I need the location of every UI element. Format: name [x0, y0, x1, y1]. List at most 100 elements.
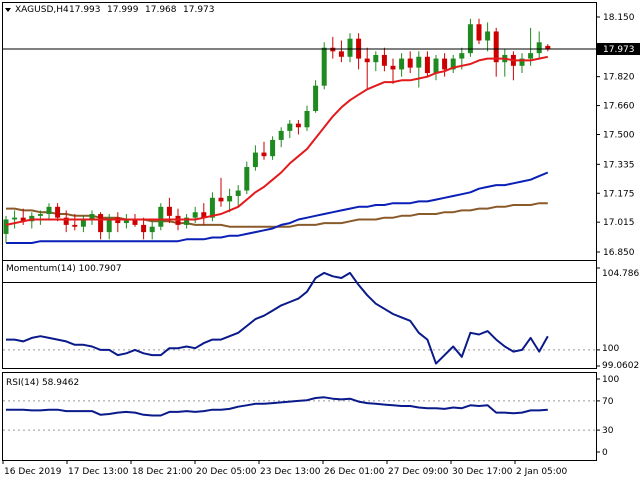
candle [80, 215, 86, 233]
candle [364, 47, 370, 90]
y-tick-label: 17.660 [603, 102, 635, 112]
candle-body [166, 206, 172, 216]
candle [433, 54, 439, 81]
candle-body [3, 219, 9, 234]
candle [536, 31, 542, 59]
candle-body [227, 195, 233, 202]
candle-body [476, 24, 482, 41]
candle [123, 214, 129, 229]
candle [390, 58, 396, 84]
candle [12, 210, 18, 229]
candle [106, 214, 112, 240]
candle-body [141, 224, 147, 233]
momentum-line [6, 271, 549, 365]
x-tick-label: 27 Dec 09:00 [388, 467, 449, 477]
candle [270, 136, 276, 160]
candle-body [493, 31, 499, 63]
candle-body [287, 123, 293, 131]
candle-body [545, 45, 551, 50]
x-tick-label: 2 Jan 05:00 [516, 467, 568, 477]
collapse-arrow-icon[interactable] [5, 8, 11, 12]
candle [37, 210, 43, 225]
momentum-panel: Momentum(14) 100.7907 104.7865 100 99.0602 [2, 260, 640, 371]
candle-body [330, 47, 336, 52]
low-value: 17.968 [145, 5, 177, 15]
candle-body [295, 123, 301, 128]
candle [399, 53, 405, 77]
candle-body [192, 212, 198, 218]
symbol-label: XAGUSD,H4 [15, 5, 69, 15]
candle [192, 206, 198, 224]
candle-body [184, 217, 190, 225]
y-tick-label: 17.335 [603, 160, 635, 170]
candle-body [270, 139, 276, 157]
high-value: 17.999 [107, 5, 139, 15]
candle [450, 54, 456, 74]
candle [235, 185, 241, 207]
candle [261, 141, 267, 160]
candle-body [98, 214, 104, 233]
candle [295, 120, 301, 135]
x-tick-label: 26 Dec 01:00 [324, 467, 385, 477]
candle [46, 203, 52, 220]
momentum-y-tick-label: 100 [602, 344, 619, 354]
candle-body [20, 217, 26, 222]
candle [252, 145, 258, 171]
y-tick-label: 17.015 [603, 218, 635, 228]
candle [510, 51, 516, 81]
candle [3, 215, 9, 243]
current-price-box [597, 42, 640, 55]
candle-body [347, 38, 353, 57]
candle-body [364, 58, 370, 63]
candle [493, 27, 499, 77]
candle [467, 18, 473, 57]
candle-body [132, 219, 138, 225]
y-tick-label: 17.175 [603, 189, 635, 199]
candle-body [407, 58, 413, 68]
price-panel-frame [2, 2, 597, 283]
y-tick-label: 17.500 [603, 131, 635, 141]
momentum-title: Momentum(14) 100.7907 [6, 264, 122, 274]
momentum-panel-frame [2, 260, 597, 369]
rsi-y-tick-label: 0 [602, 448, 608, 458]
candle [287, 120, 293, 139]
y-tick-label: 17.820 [603, 73, 635, 83]
candle-body [338, 51, 344, 57]
candle-body [80, 219, 86, 227]
candle [63, 210, 69, 233]
candle-body [244, 167, 250, 191]
candle-body [218, 197, 224, 202]
y-tick-label: 16.850 [603, 248, 635, 258]
candle-body [72, 224, 78, 227]
candle [338, 40, 344, 63]
rsi-panel-frame [2, 372, 597, 461]
moving-average-fast-line [5, 55, 549, 226]
candle-body [390, 65, 396, 70]
candle-body [416, 56, 422, 68]
candle-body [261, 152, 267, 157]
price-panel: XAGUSD,H4 17.993 17.999 17.968 17.973 18… [2, 2, 640, 283]
candle-body [313, 85, 319, 111]
candle-body [63, 217, 69, 225]
candle-body [123, 219, 129, 224]
candle-body [424, 56, 430, 74]
candle-body [399, 58, 405, 70]
candle [442, 53, 448, 77]
candle [416, 51, 422, 88]
candle [304, 105, 310, 131]
candle [201, 203, 207, 225]
rsi-y-tick-label: 30 [602, 426, 614, 436]
candle-body [149, 226, 155, 233]
candle-body [252, 152, 258, 168]
candle [149, 221, 155, 240]
close-value: 17.973 [183, 5, 215, 15]
candle-body [519, 58, 525, 66]
candle-body [55, 206, 61, 218]
candle-body [467, 24, 473, 54]
candle-body [373, 54, 379, 63]
candle [381, 47, 387, 72]
candle [347, 33, 353, 63]
moving-average-slow-line [6, 202, 548, 228]
rsi-y-tick-label: 100 [602, 375, 619, 385]
